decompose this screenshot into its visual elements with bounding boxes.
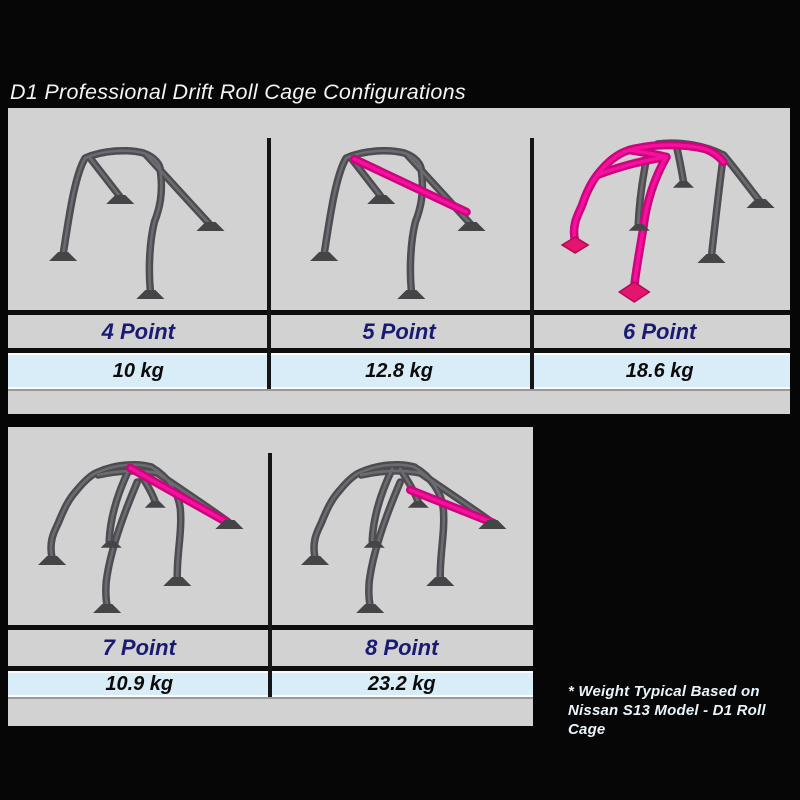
cage-drawing-8-point: [271, 427, 534, 625]
divider-line: [8, 348, 790, 353]
pink-diagonal-brace: [349, 154, 471, 217]
cage-image-8-point: [271, 427, 534, 625]
weight-disclaimer-note: * Weight Typical Based on Nissan S13 Mod…: [568, 682, 800, 739]
diamond-foot: [618, 281, 652, 303]
cage-image-4-point: [8, 108, 269, 310]
weight-4-point: 10 kg: [112, 359, 164, 382]
column-divider: [530, 138, 534, 389]
cage-image-row-top: [8, 108, 790, 310]
cage-image-7-point: [8, 427, 271, 625]
cage-image-5-point: [269, 108, 530, 310]
top-configurations-table: 4 Point 5 Point 6 Point 10 kg 12.8 kg 18…: [8, 108, 790, 414]
cage-image-row-bottom: [8, 427, 533, 625]
pink-diagonal-brace: [125, 463, 231, 527]
label-6-point: 6 Point: [623, 318, 697, 344]
cage-drawing-6-point: [560, 108, 775, 303]
footnote-line-1: * Weight Typical Based on: [568, 683, 760, 700]
label-8-point: 8 Point: [365, 635, 439, 660]
column-divider: [267, 138, 271, 389]
column-divider: [268, 453, 272, 697]
pink-diagonal-brace: [405, 485, 498, 528]
cage-image-6-point: [529, 108, 790, 310]
label-4-point: 4 Point: [101, 318, 175, 344]
label-7-point: 7 Point: [102, 635, 176, 660]
weight-row-top: 10 kg 12.8 kg 18.6 kg: [8, 353, 790, 389]
cage-drawing-4-point: [49, 108, 225, 299]
weight-5-point: 12.8 kg: [365, 359, 433, 382]
weight-7-point: 10.9 kg: [105, 672, 174, 695]
cage-drawing-5-point: [309, 108, 486, 299]
page-title: D1 Professional Drift Roll Cage Configur…: [10, 80, 466, 104]
label-row-top: 4 Point 5 Point 6 Point: [8, 315, 790, 348]
cage-drawing-7-point: [8, 427, 271, 625]
footer-strip-bottom: [8, 697, 533, 726]
footer-strip-top: [8, 389, 790, 414]
foot-plates: [560, 181, 775, 303]
divider-line: [8, 310, 790, 315]
label-5-point: 5 Point: [362, 318, 436, 344]
diamond-foot: [560, 236, 590, 254]
footnote-line-2: Nissan S13 Model - D1 Roll Cage: [568, 702, 766, 738]
bottom-configurations-table: 7 Point 8 Point 10.9 kg 23.2 kg: [8, 427, 533, 726]
weight-8-point: 23.2 kg: [367, 672, 436, 695]
weight-6-point: 18.6 kg: [625, 359, 694, 382]
